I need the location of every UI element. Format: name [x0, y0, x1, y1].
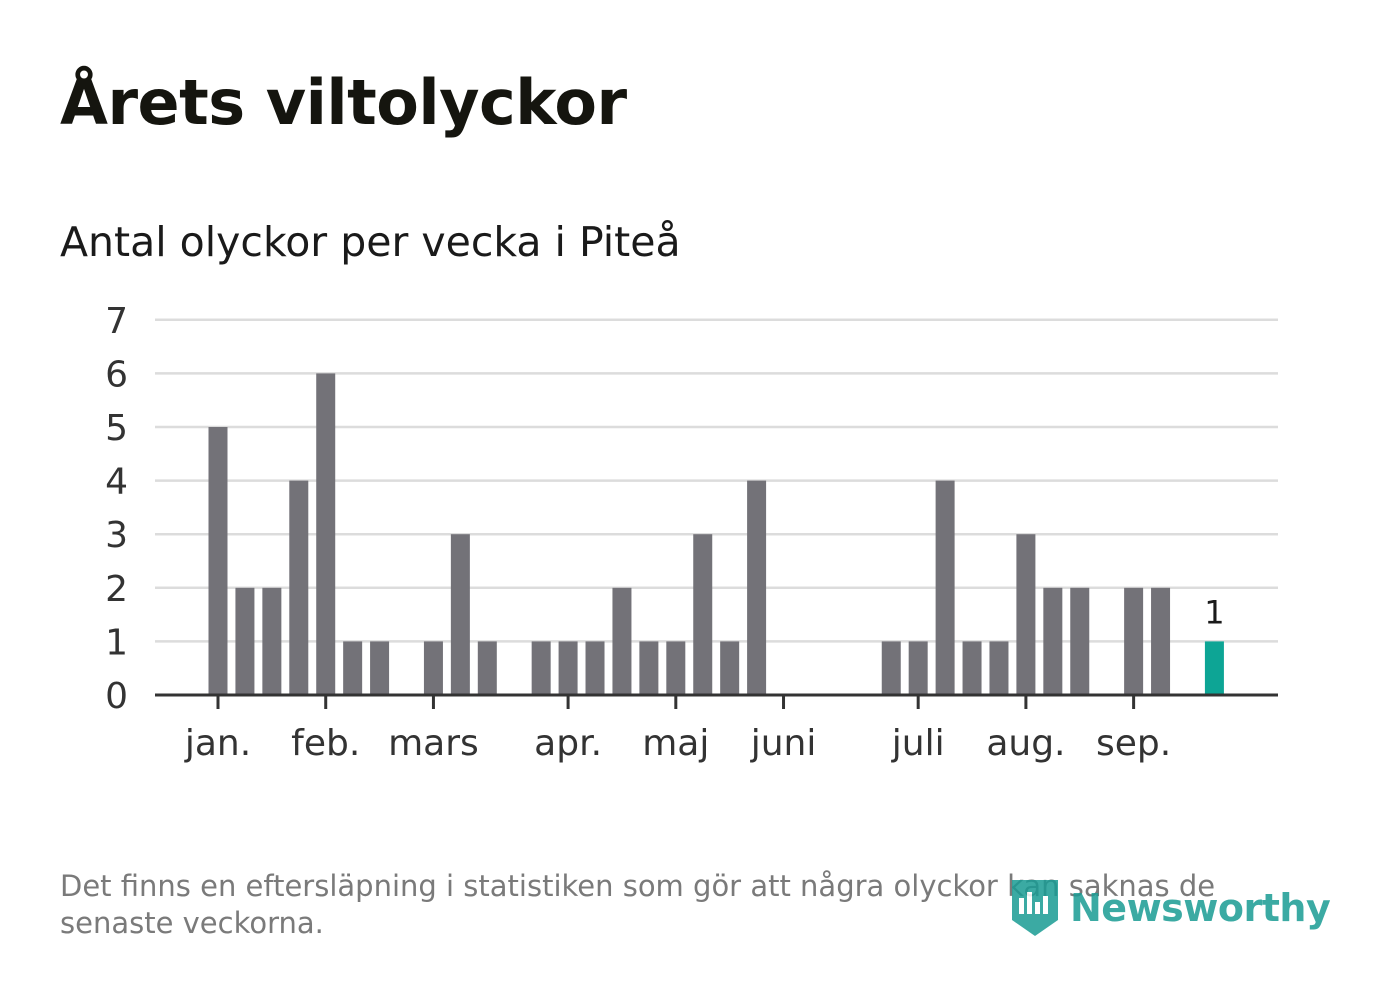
bar	[450, 534, 470, 695]
y-tick-label: 4	[105, 462, 128, 503]
x-tick-label: mars	[388, 723, 479, 764]
bar	[747, 480, 767, 695]
bar	[639, 641, 659, 695]
x-tick-label: aug.	[986, 723, 1065, 764]
bar	[935, 480, 955, 695]
x-tick-label: sep.	[1096, 723, 1171, 764]
bar	[693, 534, 713, 695]
bar	[1070, 587, 1090, 695]
bar	[962, 641, 982, 695]
bar	[1151, 587, 1171, 695]
bar	[558, 641, 578, 695]
bar	[989, 641, 1009, 695]
brand-logo: Newsworthy	[1010, 876, 1331, 940]
y-tick-label: 1	[105, 622, 128, 663]
bar	[1043, 587, 1063, 695]
x-tick-label: apr.	[534, 723, 602, 764]
chart-title: Årets viltolyckor	[60, 66, 627, 139]
y-tick-label: 5	[105, 408, 128, 449]
bar-highlight	[1204, 641, 1224, 695]
bar	[423, 641, 443, 695]
chart-subtitle: Antal olyckor per vecka i Piteå	[60, 218, 681, 266]
y-tick-label: 0	[105, 676, 128, 717]
bar	[343, 641, 363, 695]
x-tick-label: feb.	[291, 723, 360, 764]
bar-chart: 0 1 2 3 4 5 6 7 1 jan. feb. mars apr. maj juni juli aug.…	[105, 301, 1278, 764]
bar	[208, 427, 228, 695]
y-tick-label: 3	[105, 515, 128, 556]
bar	[289, 480, 309, 695]
bar	[531, 641, 551, 695]
x-tick-label: juli	[891, 723, 945, 764]
y-tick-label: 2	[105, 569, 128, 610]
bar	[316, 373, 336, 695]
bar	[477, 641, 497, 695]
data-label: 1	[1204, 593, 1224, 631]
bar	[585, 641, 605, 695]
bar	[1124, 587, 1144, 695]
bar	[881, 641, 901, 695]
bar	[262, 587, 282, 695]
bar	[235, 587, 255, 695]
bar	[370, 641, 390, 695]
bar	[1016, 534, 1036, 695]
bar	[720, 641, 740, 695]
y-tick-label: 7	[105, 301, 128, 342]
bar	[612, 587, 632, 695]
bar	[666, 641, 686, 695]
x-tick-label: maj	[642, 723, 709, 764]
x-tick-label: juni	[750, 723, 817, 764]
newsworthy-logo-icon	[1012, 880, 1058, 936]
bar	[908, 641, 928, 695]
brand-name: Newsworthy	[1070, 886, 1331, 930]
x-tick-label: jan.	[184, 723, 251, 764]
y-tick-label: 6	[105, 354, 128, 395]
